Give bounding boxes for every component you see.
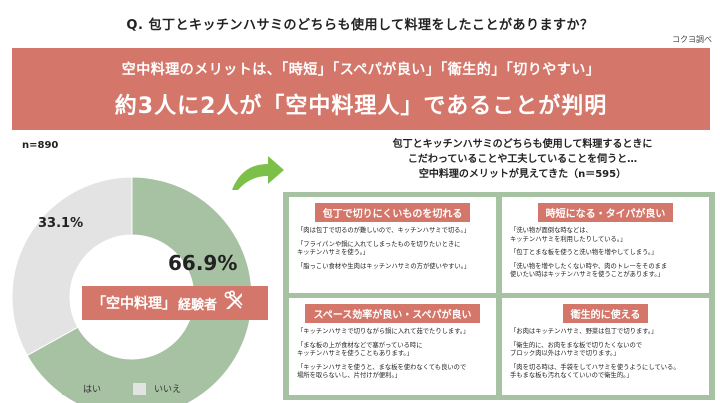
- badge-term: 「空中料理」: [92, 296, 176, 312]
- merit-comment: 「お肉はキッチンハサミ、野菜は包丁で切ります。」: [510, 328, 658, 335]
- banner-subheadline: 空中料理のメリットは、「時短」「スペパが良い」「衛生的」「切りやすい」: [121, 62, 601, 78]
- merit-comment: 「肉は包丁で切るのが難しいので、キッチンハサミで切る。」: [297, 227, 470, 234]
- merit-comment: 「包丁とまな板を使うと洗い物を増やしてしまう。」: [510, 249, 658, 257]
- source-label: コクヨ調べ: [672, 35, 712, 44]
- legend-swatch-no: [133, 382, 147, 395]
- merit-title: 包丁で切りにくいものを切れる: [314, 203, 471, 222]
- merit-title: 時短になる・タイパが良い: [537, 203, 674, 222]
- merit-comment: 「衛生的に、お肉をまな板で切りたくないので ブロック肉以外はハサミで切ります。」: [510, 341, 643, 358]
- legend-label-yes: はい: [83, 385, 102, 395]
- merit-comment: 「脂っこい食材や生肉はキッチンハサミの方が使いやすい。」: [297, 262, 471, 270]
- merit-comment-list: 「お肉はキッチンハサミ、野菜は包丁で切ります。」 「衛生的に、お肉をまな板で切り…: [510, 328, 703, 386]
- legend-label-no: いいえ: [154, 385, 182, 395]
- merit-comment: 「洗い物を増やしたくない時や、肉のトレーをそのまま 使いたい時はキッチンハサミを…: [510, 262, 668, 279]
- merits-grid: 包丁で切りにくいものを切れる 「肉は包丁で切るのが難しいので、キッチンハサミで切…: [283, 192, 715, 400]
- merit-comment: 「まな板の上が食材などで塞がっている時に キッチンハサミを使うこともあります。」: [297, 341, 423, 358]
- banner-headline: 約3人に2人が「空中料理人」であることが判明: [114, 94, 608, 119]
- badge-suffix: 経験者: [178, 297, 218, 313]
- merit-comment-list: 「洗い物が面倒な時などは、 キッチンハサミを利用したりしている。」 「包丁とまな…: [510, 227, 703, 285]
- legend-item-yes: はい: [62, 382, 101, 395]
- comments-header-line1: 包丁とキッチンハサミのどちらも使用して料理するときに: [392, 139, 653, 150]
- merit-title: 衛生的に使える: [562, 304, 649, 323]
- merit-comment: 「フライパンや鍋に入れてしまったものを切りたいときに キッチンハサミを使う。」: [297, 240, 461, 257]
- sample-size-label: n=890: [22, 140, 59, 151]
- merit-comment: 「肉を切る時は、手袋をしてハサミを使うようにしている。 手もまな板も汚れなくてい…: [510, 363, 680, 380]
- donut-slice-no: [11, 176, 133, 357]
- merit-cell-space-efficient: スペース効率が良い・スペパが良い 「キッチンハサミで切りながら鍋に入れて茹でたり…: [289, 298, 496, 395]
- comments-header-line2: こだわっていることや工夫していることを伺うと…: [407, 154, 638, 165]
- slice-label-no: 33.1%: [38, 216, 84, 231]
- merit-cell-time-saving: 時短になる・タイパが良い 「洗い物が面倒な時などは、 キッチンハサミを利用したり…: [502, 197, 709, 293]
- merit-comment: 「洗い物が面倒な時などは、 キッチンハサミを利用したりしている。」: [510, 227, 627, 243]
- legend-swatch-yes: [62, 382, 75, 395]
- merit-cell-hygienic: 衛生的に使える 「お肉はキッチンハサミ、野菜は包丁で切ります。」 「衛生的に、お…: [502, 298, 709, 395]
- merit-comment: 「キッチンハサミで切りながら鍋に入れて茹でたりします。」: [297, 328, 470, 335]
- merit-comment-list: 「肉は包丁で切るのが難しいので、キッチンハサミで切る。」 「フライパンや鍋に入れ…: [297, 227, 490, 276]
- chart-legend: はい いいえ: [62, 382, 213, 395]
- headline-banner: 空中料理のメリットは、「時短」「スペパが良い」「衛生的」「切りやすい」 約3人に…: [12, 48, 710, 130]
- merit-comment: 「キッチンハサミを使うと、まな板を使わなくても良いので 場所を取らないし、片付け…: [297, 363, 467, 380]
- merit-cell-easy-cut: 包丁で切りにくいものを切れる 「肉は包丁で切るのが難しいので、キッチンハサミで切…: [289, 197, 496, 293]
- comments-header: 包丁とキッチンハサミのどちらも使用して料理するときに こだわっていることや工夫し…: [325, 137, 720, 182]
- merit-title: スペース効率が良い・スペパが良い: [305, 304, 480, 323]
- survey-question: Q. 包丁とキッチンハサミのどちらも使用して料理をしたことがありますか？: [126, 18, 594, 33]
- comments-header-line3: 空中料理のメリットが見えてきた（n＝595）: [418, 169, 627, 180]
- legend-item-no: いいえ: [133, 382, 181, 395]
- merit-comment-list: 「キッチンハサミで切りながら鍋に入れて茹でたりします。」 「まな板の上が食材など…: [297, 328, 490, 386]
- curved-arrow-icon: [232, 156, 284, 190]
- slice-label-yes: 66.9%: [168, 251, 238, 275]
- knife-scissors-icon: [223, 290, 245, 316]
- experience-badge: 「空中料理」 経験者: [82, 286, 268, 320]
